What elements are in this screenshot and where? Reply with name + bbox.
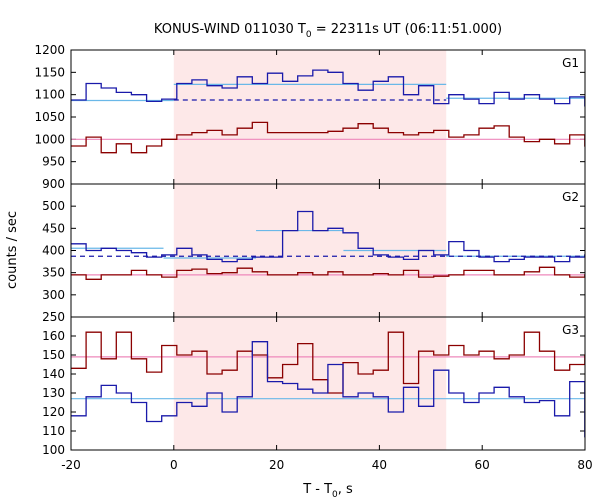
series-ch-low (71, 121, 586, 154)
series-ch-high (71, 69, 586, 107)
panel-g1 (71, 69, 586, 154)
x-axis-label-subscript: 0 (332, 490, 338, 500)
y-tick-label: 1050 (34, 110, 65, 124)
x-tick-label: 0 (170, 458, 178, 472)
series-ch-high (71, 210, 586, 263)
y-tick-label: 150 (42, 348, 65, 362)
y-tick-label: 300 (42, 288, 65, 302)
y-tick-label: 350 (42, 266, 65, 280)
y-axis-label: counts / sec (5, 211, 20, 289)
panel-g2 (71, 210, 586, 280)
y-tick-label: 1200 (34, 43, 65, 57)
x-tick-label: 80 (577, 458, 592, 472)
y-tick-label: 100 (42, 443, 65, 457)
panel-label: G2 (562, 190, 579, 204)
y-tick-label: 160 (42, 329, 65, 343)
series-ch-low (71, 266, 586, 280)
y-tick-label: 120 (42, 405, 65, 419)
y-tick-label: 900 (42, 177, 65, 191)
y-tick-label: 1100 (34, 88, 65, 102)
series-layer (71, 69, 586, 438)
label-layer: 90095010001050110011501200G1250300350400… (34, 43, 592, 472)
x-tick-label: 20 (269, 458, 284, 472)
y-tick-label: 110 (42, 424, 65, 438)
panel-g3 (71, 331, 586, 438)
y-tick-label: 130 (42, 386, 65, 400)
y-tick-label: 500 (42, 199, 65, 213)
panel-frame (70, 316, 586, 451)
panel-label: G3 (562, 323, 579, 337)
y-tick-label: 450 (42, 221, 65, 235)
series-ch-high (71, 341, 586, 438)
frame-layer (70, 49, 586, 451)
x-tick-label: 60 (475, 458, 490, 472)
y-tick-label: 140 (42, 367, 65, 381)
y-tick-label: 950 (42, 155, 65, 169)
panel-label: G1 (562, 56, 579, 70)
y-tick-label: 400 (42, 244, 65, 258)
series-ch-low (71, 331, 586, 394)
chart-title-subscript: 0 (306, 30, 312, 40)
y-tick-label: 250 (42, 310, 65, 324)
x-tick-label: -20 (61, 458, 81, 472)
x-axis-label: T - T0, s (302, 482, 353, 500)
y-tick-label: 1000 (34, 132, 65, 146)
chart-title: KONUS-WIND 011030 T0 = 22311s UT (06:11:… (154, 22, 502, 40)
x-tick-label: 40 (372, 458, 387, 472)
y-tick-label: 1150 (34, 65, 65, 79)
